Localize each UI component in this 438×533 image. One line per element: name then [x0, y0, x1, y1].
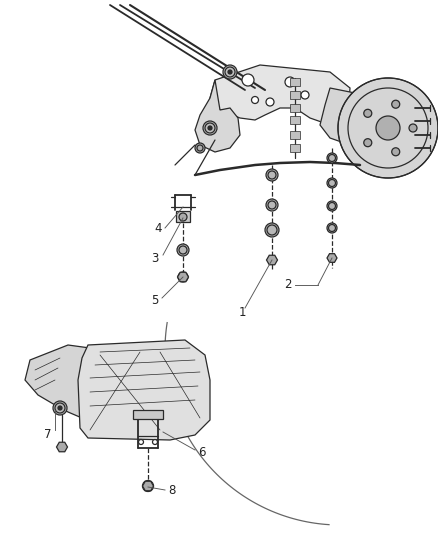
- Circle shape: [203, 121, 217, 135]
- Text: 7: 7: [44, 429, 52, 441]
- Polygon shape: [142, 481, 153, 491]
- Circle shape: [58, 406, 62, 410]
- Circle shape: [409, 124, 417, 132]
- FancyBboxPatch shape: [290, 104, 300, 112]
- FancyBboxPatch shape: [290, 144, 300, 152]
- Circle shape: [376, 116, 400, 140]
- Circle shape: [392, 100, 400, 108]
- FancyBboxPatch shape: [290, 116, 300, 124]
- Circle shape: [152, 440, 158, 445]
- Circle shape: [142, 481, 153, 491]
- Circle shape: [53, 401, 67, 415]
- FancyBboxPatch shape: [290, 91, 300, 99]
- Circle shape: [364, 139, 372, 147]
- Circle shape: [392, 148, 400, 156]
- Polygon shape: [177, 272, 188, 282]
- Text: 1: 1: [238, 305, 246, 319]
- FancyBboxPatch shape: [176, 211, 190, 222]
- Circle shape: [266, 98, 274, 106]
- Circle shape: [285, 77, 295, 87]
- Circle shape: [195, 143, 205, 153]
- Circle shape: [265, 223, 279, 237]
- Circle shape: [223, 65, 237, 79]
- Text: 8: 8: [168, 483, 175, 497]
- Text: 3: 3: [151, 252, 159, 264]
- Polygon shape: [25, 345, 100, 418]
- Circle shape: [327, 178, 337, 188]
- Polygon shape: [78, 340, 210, 440]
- Circle shape: [138, 440, 144, 445]
- Text: 5: 5: [151, 294, 159, 306]
- FancyBboxPatch shape: [133, 410, 163, 419]
- Text: 4: 4: [154, 222, 162, 235]
- Circle shape: [327, 153, 337, 163]
- Polygon shape: [327, 254, 337, 262]
- Circle shape: [327, 201, 337, 211]
- Circle shape: [251, 96, 258, 103]
- Circle shape: [301, 91, 309, 99]
- Circle shape: [178, 272, 188, 282]
- Circle shape: [208, 126, 212, 130]
- Polygon shape: [57, 442, 67, 452]
- Circle shape: [266, 199, 278, 211]
- Circle shape: [228, 70, 232, 74]
- Polygon shape: [266, 255, 278, 265]
- Circle shape: [179, 213, 187, 221]
- Circle shape: [242, 74, 254, 86]
- Circle shape: [266, 169, 278, 181]
- Polygon shape: [320, 88, 415, 148]
- Circle shape: [177, 244, 189, 256]
- Text: 2: 2: [285, 279, 292, 292]
- Polygon shape: [210, 65, 350, 125]
- Text: 6: 6: [198, 446, 205, 458]
- FancyBboxPatch shape: [290, 131, 300, 139]
- FancyBboxPatch shape: [290, 78, 300, 86]
- Circle shape: [364, 109, 372, 117]
- Circle shape: [327, 223, 337, 233]
- Circle shape: [338, 78, 438, 178]
- Polygon shape: [195, 80, 240, 152]
